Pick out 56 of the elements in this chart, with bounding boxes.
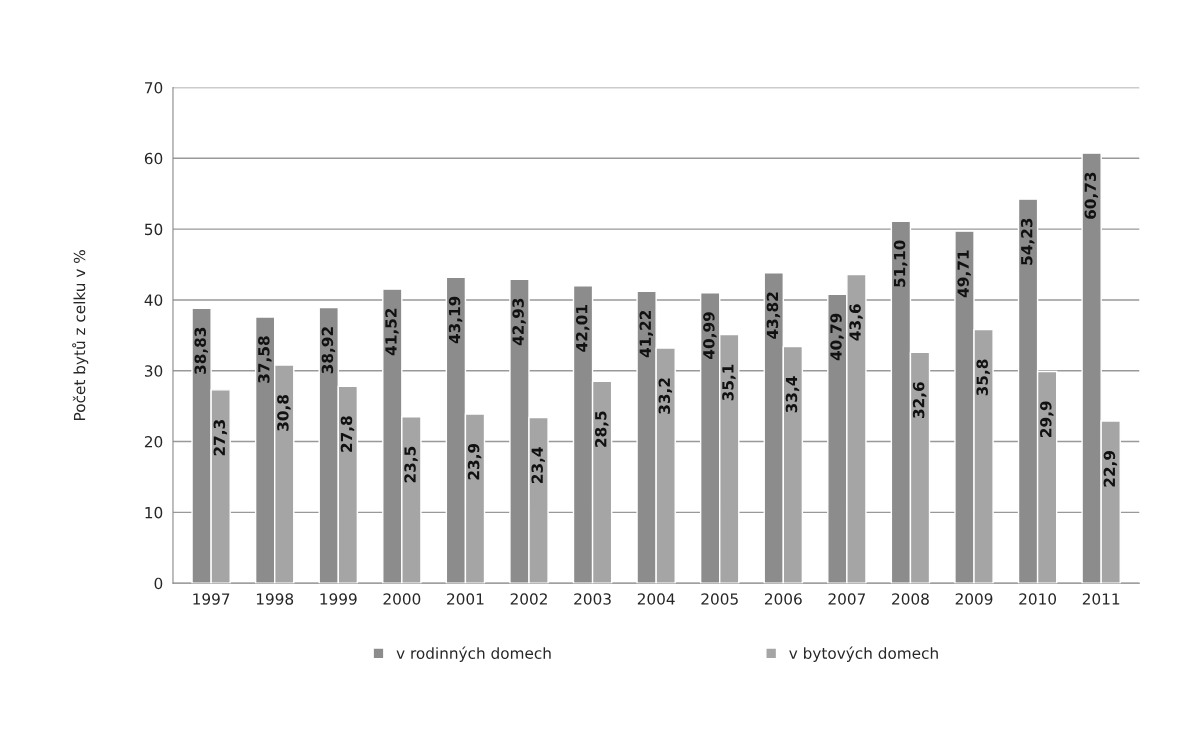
data-label: 35,1 — [722, 364, 736, 401]
data-label: 32,6 — [912, 382, 927, 418]
data-label: 27,8 — [340, 416, 355, 452]
data-label: 51,10 — [893, 240, 908, 287]
data-label: 22,9 — [1103, 450, 1118, 487]
data-label: 42,01 — [575, 305, 590, 352]
data-label: 38,92 — [321, 327, 336, 374]
x-tick-label: 2003 — [574, 593, 611, 605]
data-label: 60,73 — [1084, 172, 1099, 219]
data-label: 38,83 — [194, 327, 208, 374]
data-label: 49,71 — [957, 250, 971, 298]
data-label: 29,9 — [1040, 401, 1054, 437]
x-tick-label: 2011 — [1082, 593, 1120, 605]
data-label: 33,4 — [785, 376, 800, 413]
data-label: 23,9 — [467, 443, 482, 480]
data-label: 40,79 — [830, 313, 844, 361]
x-tick-label: 1997 — [193, 593, 230, 605]
x-tick-label: 2002 — [510, 593, 547, 605]
data-label: 23,4 — [531, 447, 545, 483]
data-label: 43,82 — [766, 292, 781, 339]
y-tick-label: 60 — [144, 152, 163, 165]
y-tick-label: 50 — [145, 223, 163, 236]
x-tick-label: 2006 — [764, 593, 802, 605]
x-tick-label: 2001 — [447, 593, 484, 605]
y-tick-label: 70 — [145, 81, 163, 94]
legend-label: v bytových domech — [789, 646, 938, 662]
legend-label: v rodinných domech — [396, 646, 551, 662]
data-label: 43,6 — [849, 304, 863, 341]
x-tick-label: 2004 — [637, 593, 675, 605]
data-label: 41,22 — [639, 310, 653, 358]
data-label: 27,3 — [213, 420, 228, 456]
x-tick-label: 2005 — [701, 593, 738, 605]
data-label: 35,8 — [976, 359, 990, 396]
data-label: 28,5 — [594, 411, 609, 447]
x-tick-label: 2010 — [1019, 593, 1057, 605]
data-label: 23,5 — [404, 446, 418, 483]
x-tick-label: 2008 — [892, 593, 929, 605]
data-label: 41,52 — [385, 308, 399, 356]
x-tick-label: 2009 — [955, 593, 993, 605]
data-label: 42,93 — [512, 298, 526, 346]
x-tick-label: 1999 — [320, 593, 357, 605]
data-label: 30,8 — [277, 395, 291, 431]
y-tick-label: 30 — [144, 365, 163, 377]
data-label: 54,23 — [1020, 218, 1035, 265]
x-tick-label: 2007 — [828, 593, 866, 605]
y-tick-label: 0 — [154, 577, 163, 590]
y-tick-label: 20 — [144, 436, 163, 448]
y-tick-label: 40 — [144, 294, 163, 306]
data-label: 37,58 — [258, 336, 272, 383]
x-tick-label: 1998 — [256, 593, 294, 605]
data-label: 40,99 — [703, 312, 717, 359]
y-tick-label: 10 — [145, 506, 163, 519]
data-label: 43,19 — [448, 296, 463, 344]
x-tick-label: 2000 — [383, 593, 421, 605]
y-axis-title: Počet bytů z celku v % — [72, 250, 89, 420]
data-label: 33,2 — [658, 378, 673, 414]
